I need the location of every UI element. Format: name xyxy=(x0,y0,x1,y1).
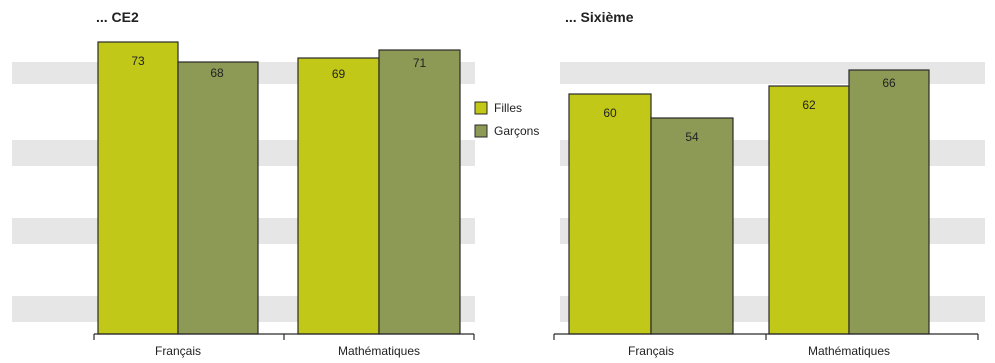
value-label-2-2-2: 66 xyxy=(882,76,896,90)
bar-1-2-2 xyxy=(378,49,461,335)
bar-1-2-1 xyxy=(297,57,380,335)
value-label-1-2-1: 69 xyxy=(332,67,346,81)
value-label-1-2-2: 71 xyxy=(413,56,427,70)
value-label-1-1-1: 73 xyxy=(131,54,145,68)
panel-title-1: ... CE2 xyxy=(96,9,139,25)
legend-label-2: Garçons xyxy=(494,124,539,138)
value-label-2-1-1: 60 xyxy=(603,106,617,120)
value-label-2-1-2: 54 xyxy=(685,130,699,144)
category-label-2-1: Français xyxy=(628,344,674,358)
bar-2-2-2 xyxy=(848,69,930,335)
value-label-2-2-1: 62 xyxy=(802,98,816,112)
bar-1-1-2 xyxy=(177,61,259,335)
legend-label-1: Filles xyxy=(494,101,522,115)
bar-2-2-1 xyxy=(768,85,850,335)
category-label-2-2: Mathématiques xyxy=(808,344,890,358)
panel-title-2: ... Sixième xyxy=(565,9,634,25)
bar-2-1-1 xyxy=(568,93,652,335)
value-label-1-1-2: 68 xyxy=(210,66,224,80)
category-label-1-2: Mathématiques xyxy=(338,344,420,358)
bar-2-1-2 xyxy=(650,117,734,335)
legend-swatch-1 xyxy=(474,101,488,115)
legend-swatch-2 xyxy=(474,124,488,138)
bar-1-1-1 xyxy=(97,41,179,335)
category-label-1-1: Français xyxy=(155,344,201,358)
